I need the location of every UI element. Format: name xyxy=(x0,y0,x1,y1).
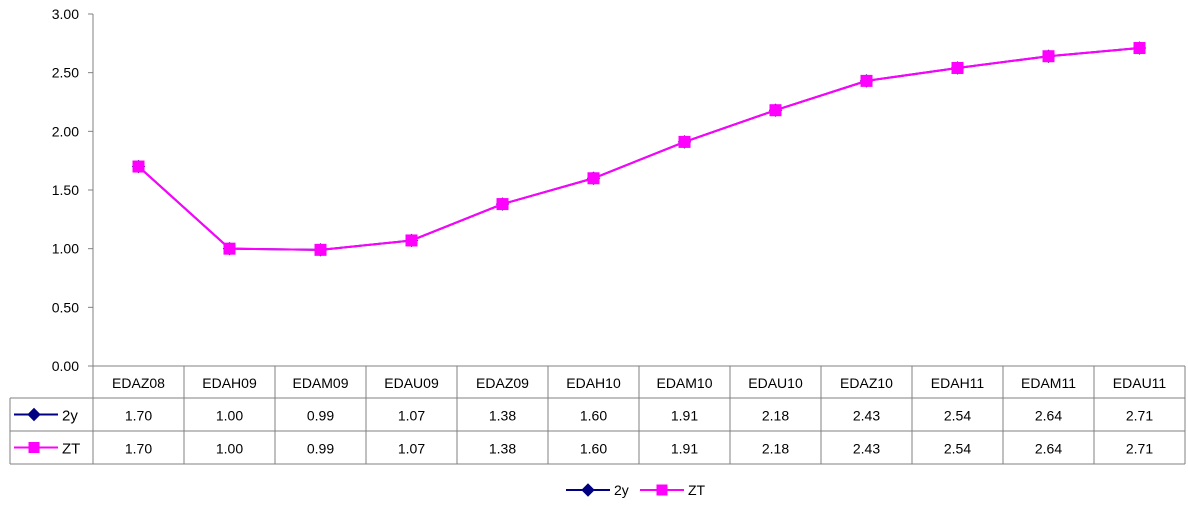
data-point xyxy=(405,234,418,247)
table-value: 1.00 xyxy=(216,408,243,424)
category-label: EDAM11 xyxy=(1021,375,1076,391)
series-line xyxy=(137,47,1140,251)
data-point xyxy=(496,198,509,211)
legend-entry: ZT xyxy=(640,482,706,498)
category-label: EDAZ08 xyxy=(112,375,165,391)
legend-marker xyxy=(656,484,668,496)
data-point xyxy=(860,74,873,87)
data-point xyxy=(678,135,691,148)
legend-label: ZT xyxy=(688,482,706,498)
y-tick-label: 2.00 xyxy=(52,123,79,139)
table-value: 2.18 xyxy=(762,441,789,457)
category-label: EDAM10 xyxy=(656,375,712,391)
data-point xyxy=(314,243,327,256)
table-value: 1.70 xyxy=(125,408,152,424)
data-point xyxy=(769,104,782,117)
y-tick-label: 1.00 xyxy=(52,241,79,257)
category-label: EDAM09 xyxy=(292,375,348,391)
category-label: EDAU10 xyxy=(748,375,803,391)
table-value: 2.43 xyxy=(853,408,880,424)
category-label: EDAH11 xyxy=(931,375,985,391)
y-tick-label: 1.50 xyxy=(52,182,79,198)
table-value: 2.54 xyxy=(944,408,971,424)
data-point xyxy=(1133,42,1146,55)
table-value: 2.64 xyxy=(1035,408,1062,424)
table-value: 1.91 xyxy=(671,408,698,424)
data-point xyxy=(223,242,236,255)
table-value: 2.64 xyxy=(1035,441,1062,457)
table-value: 1.60 xyxy=(580,441,607,457)
table-value: 2.71 xyxy=(1126,408,1153,424)
legend-entry: 2y xyxy=(566,482,629,498)
table-value: 1.60 xyxy=(580,408,607,424)
category-label: EDAH09 xyxy=(202,375,257,391)
data-point xyxy=(132,160,145,173)
category-label: EDAU09 xyxy=(384,375,439,391)
category-label: EDAU11 xyxy=(1113,375,1167,391)
y-tick-label: 2.50 xyxy=(52,65,79,81)
series-ZT xyxy=(132,42,1146,256)
table-key-marker xyxy=(28,442,40,453)
series-layer xyxy=(131,41,1147,257)
table-series-name: ZT xyxy=(62,441,80,458)
y-tick-label: 0.50 xyxy=(52,299,79,315)
data-point xyxy=(1042,50,1055,63)
table-value: 0.99 xyxy=(307,408,334,424)
legend: 2y ZT xyxy=(566,482,706,498)
table-value: 1.70 xyxy=(125,441,152,457)
data-point xyxy=(587,172,600,185)
table-value: 1.07 xyxy=(398,408,425,424)
series-2y xyxy=(131,41,1147,257)
table-value: 2.18 xyxy=(762,408,789,424)
table-value: 2.71 xyxy=(1126,441,1153,457)
category-label: EDAH10 xyxy=(566,375,621,391)
legend-label: 2y xyxy=(614,482,629,498)
table-value: 0.99 xyxy=(307,441,334,457)
table-value: 2.54 xyxy=(944,441,971,457)
data-table: EDAZ08 EDAH09 EDAM09 EDAU09 EDAZ09 EDAH10 EDAM… xyxy=(9,365,1186,465)
table-value: 2.43 xyxy=(853,441,880,457)
table-value: 1.00 xyxy=(216,441,243,457)
data-point xyxy=(951,61,964,74)
table-value: 1.91 xyxy=(671,441,698,457)
table-value: 1.38 xyxy=(489,408,516,424)
category-label: EDAZ09 xyxy=(476,375,529,391)
table-series-name: 2y xyxy=(62,408,78,425)
category-label: EDAZ10 xyxy=(840,375,893,391)
legend-marker xyxy=(581,483,595,497)
table-value: 1.38 xyxy=(489,441,516,457)
table-key-marker xyxy=(27,407,41,422)
table-value: 1.07 xyxy=(398,441,425,457)
y-tick-label: 0.00 xyxy=(52,358,79,374)
y-axis: 0.00 0.50 1.00 1.50 2.00 2.50 3.00 xyxy=(52,6,94,374)
series-line xyxy=(137,47,1140,251)
y-tick-label: 3.00 xyxy=(52,6,79,22)
